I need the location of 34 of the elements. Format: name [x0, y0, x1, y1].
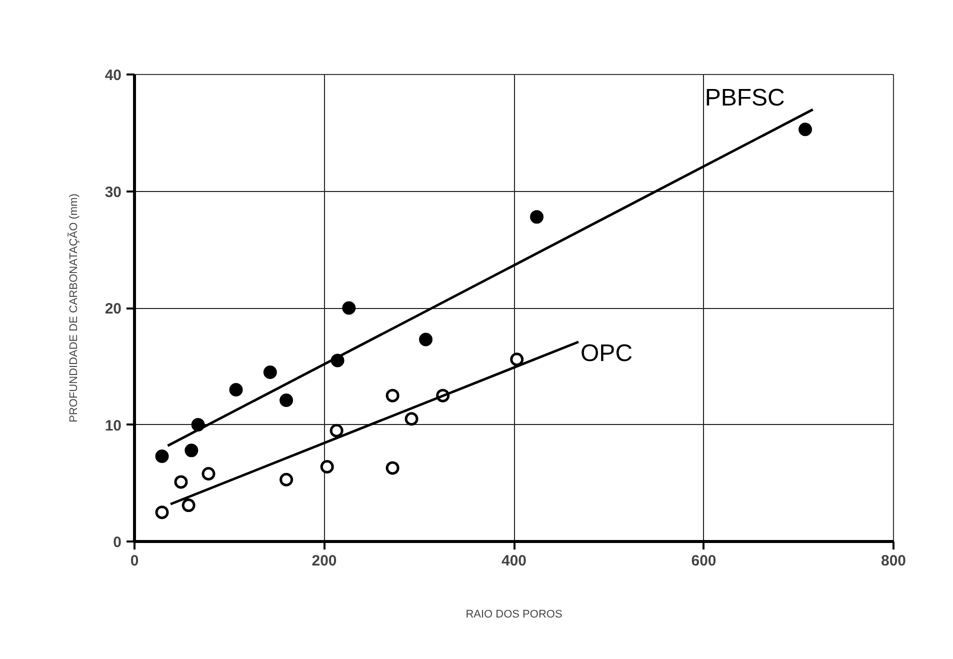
point — [330, 424, 344, 438]
y-axis-title: PROFUNDIDADE DE CARBONATAÇÃO (mm) — [66, 194, 80, 422]
point — [404, 412, 418, 426]
point — [510, 352, 524, 366]
x-tick-label: 400 — [501, 552, 527, 570]
x-tick-label: 800 — [880, 552, 906, 570]
y-tick-label: 0 — [113, 534, 122, 551]
x-tick-label: 600 — [691, 552, 716, 570]
point — [320, 460, 334, 474]
y-tick-label: 10 — [104, 417, 122, 434]
point — [386, 461, 400, 475]
point — [280, 393, 294, 407]
point — [184, 444, 198, 458]
point — [419, 332, 433, 346]
point — [202, 467, 216, 481]
point — [386, 388, 400, 402]
point — [182, 498, 196, 512]
series-label: OPC — [580, 340, 633, 367]
point — [280, 472, 294, 486]
point — [174, 475, 188, 489]
point — [342, 301, 356, 315]
point — [798, 122, 812, 136]
y-tick-label: 40 — [104, 67, 122, 84]
x-tick-label: 200 — [312, 552, 337, 570]
point — [530, 210, 544, 224]
y-tick-label: 30 — [104, 184, 122, 201]
point — [155, 450, 169, 464]
point — [263, 365, 277, 379]
x-tick-label: 0 — [130, 552, 139, 570]
x-axis-title: RAIO DOS POROS — [466, 608, 562, 620]
point — [229, 382, 243, 396]
series-label: PBFSC — [704, 84, 785, 112]
y-tick-label: 20 — [104, 300, 122, 318]
point — [155, 506, 169, 520]
